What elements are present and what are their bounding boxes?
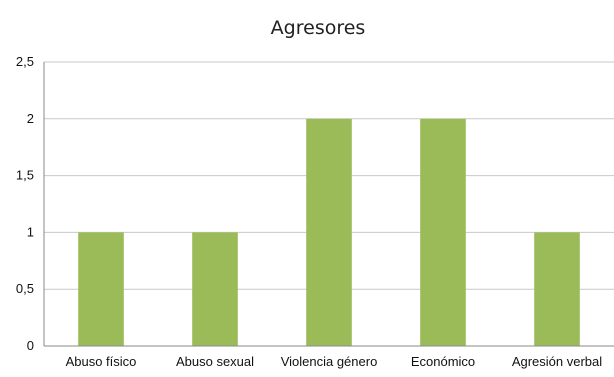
y-tick-label: 1 <box>27 224 34 239</box>
x-category-label: Agresión verbal <box>512 354 602 369</box>
bar <box>534 232 580 346</box>
x-category-label: Abuso sexual <box>176 354 254 369</box>
x-axis <box>43 62 614 347</box>
y-tick-label: 0,5 <box>16 281 34 296</box>
y-tick-label: 2 <box>27 111 34 126</box>
bar <box>78 232 124 346</box>
y-tick-label: 2,5 <box>16 54 34 69</box>
bar <box>192 232 238 346</box>
bar <box>306 118 352 346</box>
y-tick-label: 0 <box>27 338 34 353</box>
x-category-label: Violencia género <box>281 354 378 369</box>
x-axis-labels: Abuso físico Abuso sexual Violencia género… <box>66 354 603 369</box>
chart-title: Agresores <box>271 17 366 39</box>
x-category-label: Económico <box>411 354 475 369</box>
x-category-label: Abuso físico <box>66 354 137 369</box>
bars <box>78 118 580 346</box>
bar <box>420 118 466 346</box>
y-axis-ticks: 0 0,5 1 1,5 2 2,5 <box>16 54 34 353</box>
y-tick-label: 1,5 <box>16 168 34 183</box>
